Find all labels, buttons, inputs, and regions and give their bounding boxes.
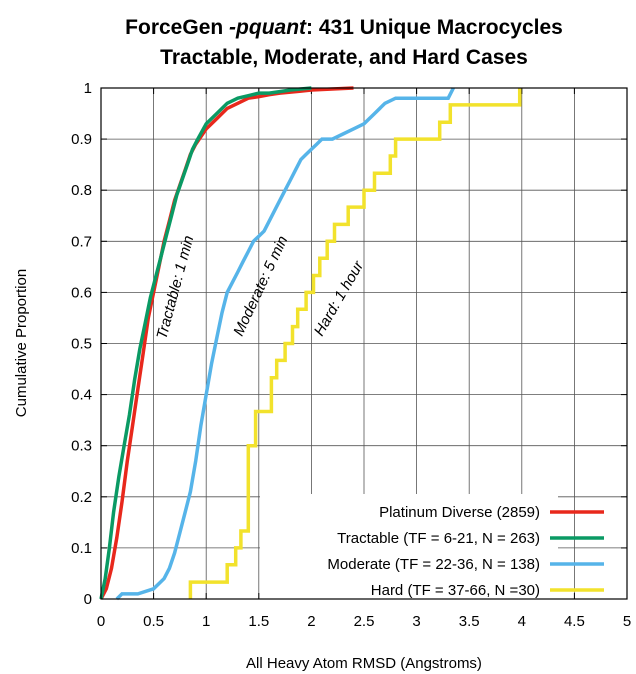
y-tick-label: 0.8 [71,182,92,199]
legend-label-1: Tractable (TF = 6-21, N = 263) [337,530,540,547]
legend: Platinum Diverse (2859) Tractable (TF = 6… [260,494,604,606]
x-tick-label: 3.5 [459,613,480,630]
legend-label-3: Hard (TF = 37-66, N =30) [371,582,540,599]
y-axis-label: Cumulative Proportion [13,269,30,417]
legend-label-0: Platinum Diverse (2859) [379,504,540,521]
x-tick-label: 4.5 [564,613,585,630]
x-tick-label: 1 [202,613,210,630]
series-line-3 [188,88,522,599]
x-tick-label: 0.5 [143,613,164,630]
x-tick-label: 2 [307,613,315,630]
y-tick-label: 0.7 [71,233,92,250]
y-tick-label: 0.6 [71,284,92,301]
y-tick-label: 0.9 [71,131,92,148]
y-tick-label: 1 [84,80,92,97]
y-axis-ticks: 0 0.1 0.2 0.3 0.4 0.5 0.6 0.7 0.8 0.9 1 [71,80,627,608]
x-tick-label: 4 [518,613,526,630]
annotations: Tractable: 1 min Moderate: 5 min Hard: 1… [153,233,367,341]
y-tick-label: 0.4 [71,387,92,404]
y-tick-label: 0.2 [71,489,92,506]
y-tick-label: 0.5 [71,336,92,353]
legend-background [260,494,558,606]
y-tick-label: 0 [84,591,92,608]
series-line-1 [99,86,312,600]
x-axis-label: All Heavy Atom RMSD (Angstroms) [246,655,482,672]
x-tick-label: 1.5 [248,613,269,630]
y-tick-label: 0.1 [71,540,92,557]
annotation-tractable: Tractable: 1 min [153,234,197,341]
plot-frame [100,87,628,600]
legend-label-2: Moderate (TF = 22-36, N = 138) [327,556,540,573]
annotation-moderate: Moderate: 5 min [230,233,291,338]
chart-title-line1: ForceGen -pquant: 431 Unique Macrocycles [125,16,563,39]
x-tick-label: 2.5 [354,613,375,630]
x-tick-label: 0 [97,613,105,630]
chart-title-line2: Tractable, Moderate, and Hard Cases [160,46,528,69]
x-tick-label: 3 [412,613,420,630]
series-lines [99,86,522,601]
series-line-2 [115,87,455,601]
x-tick-label: 5 [623,613,631,630]
y-tick-label: 0.3 [71,438,92,455]
x-axis-ticks: 0 0.5 1 1.5 2 2.5 3 3.5 4 4.5 5 [97,88,631,630]
